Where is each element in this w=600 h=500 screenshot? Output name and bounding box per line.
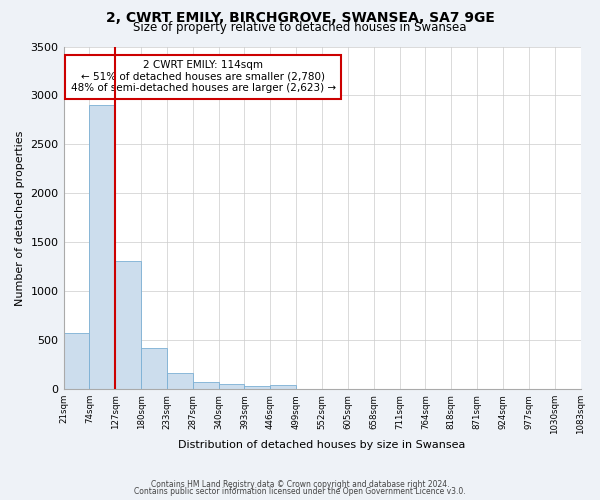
Text: 2, CWRT EMILY, BIRCHGROVE, SWANSEA, SA7 9GE: 2, CWRT EMILY, BIRCHGROVE, SWANSEA, SA7 … [106,11,494,25]
Y-axis label: Number of detached properties: Number of detached properties [15,130,25,306]
Bar [64,334,89,389]
Bar [115,261,141,389]
Bar [167,373,193,389]
Bar [244,386,271,389]
Bar [193,382,218,389]
Text: Contains HM Land Registry data © Crown copyright and database right 2024.: Contains HM Land Registry data © Crown c… [151,480,449,489]
Bar [218,384,244,389]
Bar [271,386,296,389]
Bar [89,106,115,389]
Bar [141,348,167,389]
Text: Contains public sector information licensed under the Open Government Licence v3: Contains public sector information licen… [134,487,466,496]
X-axis label: Distribution of detached houses by size in Swansea: Distribution of detached houses by size … [178,440,466,450]
Text: Size of property relative to detached houses in Swansea: Size of property relative to detached ho… [133,22,467,35]
Text: 2 CWRT EMILY: 114sqm
← 51% of detached houses are smaller (2,780)
48% of semi-de: 2 CWRT EMILY: 114sqm ← 51% of detached h… [71,60,335,94]
